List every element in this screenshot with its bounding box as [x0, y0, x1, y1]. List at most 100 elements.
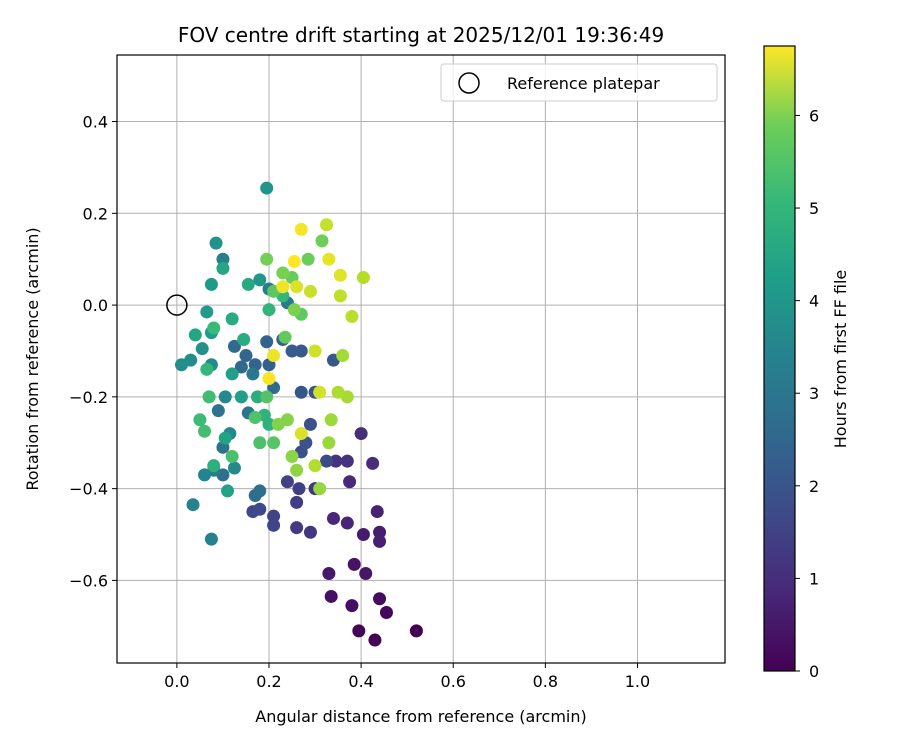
- gridlines: [117, 55, 725, 663]
- data-point: [287, 303, 301, 317]
- data-point: [345, 310, 359, 324]
- x-tick-label: 0.0: [164, 672, 189, 691]
- colorbar-label: Hours from first FF file: [831, 270, 850, 449]
- y-tick-label: −0.2: [69, 388, 108, 407]
- x-tick-label: 0.2: [256, 672, 281, 691]
- x-tick-label: 0.4: [348, 672, 373, 691]
- data-point: [241, 277, 255, 291]
- colorbar-ticks: 0 1 2 3 4 5 6: [795, 106, 819, 681]
- colorbar-tick-label: 4: [809, 292, 819, 311]
- data-point: [352, 624, 366, 638]
- data-point: [246, 367, 260, 381]
- data-point: [340, 454, 354, 468]
- chart-title: FOV centre drift starting at 2025/12/01 …: [178, 23, 664, 47]
- data-point: [322, 252, 336, 266]
- data-point: [320, 218, 334, 232]
- data-point: [209, 236, 223, 250]
- data-point: [333, 289, 347, 303]
- colorbar: 0 1 2 3 4 5 6 Hours from first FF file: [763, 45, 850, 681]
- data-point: [331, 385, 345, 399]
- data-point: [294, 427, 308, 441]
- colorbar-tick-label: 0: [809, 662, 819, 681]
- data-point: [207, 321, 221, 335]
- data-point: [340, 516, 354, 530]
- data-point: [366, 456, 380, 470]
- data-point: [193, 413, 207, 427]
- data-point: [276, 266, 290, 280]
- scatter-points: [174, 181, 423, 647]
- data-point: [373, 525, 387, 539]
- data-point: [354, 427, 368, 441]
- data-point: [303, 417, 317, 431]
- data-point: [267, 436, 281, 450]
- data-point: [303, 284, 317, 298]
- y-axis-ticks: −0.6 −0.4 −0.2 0.0 0.2 0.4: [69, 113, 117, 590]
- data-point: [308, 459, 322, 473]
- data-point: [324, 413, 338, 427]
- data-point: [290, 495, 304, 509]
- colorbar-tick-label: 2: [809, 477, 819, 496]
- data-point: [294, 344, 308, 358]
- colorbar-tick-label: 6: [809, 106, 819, 125]
- data-point: [267, 349, 281, 363]
- x-axis-label: Angular distance from reference (arcmin): [255, 707, 586, 726]
- reference-marker: [166, 294, 188, 316]
- data-point: [267, 518, 281, 532]
- data-point: [315, 234, 329, 248]
- legend-box: [440, 63, 718, 102]
- data-point: [287, 254, 301, 268]
- y-tick-label: 0.0: [83, 296, 108, 315]
- x-tick-label: 0.6: [441, 672, 466, 691]
- legend: Reference platepar: [440, 63, 718, 102]
- data-point: [278, 330, 292, 344]
- data-point: [202, 390, 216, 404]
- plot-frame: [116, 54, 726, 664]
- data-point: [200, 305, 214, 319]
- data-point: [237, 332, 251, 346]
- y-axis-label: Rotation from reference (arcmin): [23, 227, 42, 490]
- data-point: [303, 525, 317, 539]
- y-tick-label: 0.2: [83, 204, 108, 223]
- data-point: [234, 360, 248, 374]
- data-point: [308, 344, 322, 358]
- data-point: [285, 344, 299, 358]
- data-point: [198, 468, 212, 482]
- data-point: [218, 390, 232, 404]
- data-point: [336, 349, 350, 363]
- data-point: [174, 358, 188, 372]
- data-point: [260, 252, 274, 266]
- data-point: [216, 261, 230, 275]
- data-point: [290, 463, 304, 477]
- data-point: [333, 268, 347, 282]
- data-point: [294, 385, 308, 399]
- data-point: [301, 252, 315, 266]
- data-point: [225, 450, 239, 464]
- data-point: [262, 372, 276, 386]
- data-point: [313, 385, 327, 399]
- data-point: [276, 280, 290, 294]
- data-point: [195, 342, 209, 356]
- data-point: [322, 436, 336, 450]
- data-point: [225, 312, 239, 326]
- data-point: [260, 390, 274, 404]
- data-point: [292, 482, 306, 496]
- data-point: [225, 367, 239, 381]
- data-point: [253, 484, 267, 498]
- data-point: [294, 222, 308, 236]
- data-point: [373, 592, 387, 606]
- x-tick-label: 0.8: [533, 672, 558, 691]
- data-point: [345, 599, 359, 613]
- data-point: [329, 454, 343, 468]
- data-point: [343, 475, 357, 489]
- y-tick-label: −0.6: [69, 571, 108, 590]
- x-tick-label: 1.0: [625, 672, 650, 691]
- data-point: [280, 475, 294, 489]
- data-point: [234, 390, 248, 404]
- data-point: [211, 404, 225, 418]
- plot-area: [116, 54, 726, 664]
- data-point: [290, 280, 304, 294]
- y-tick-label: 0.4: [83, 113, 108, 132]
- colorbar-tick-label: 3: [809, 384, 819, 403]
- data-point: [322, 567, 336, 581]
- data-point: [204, 277, 218, 291]
